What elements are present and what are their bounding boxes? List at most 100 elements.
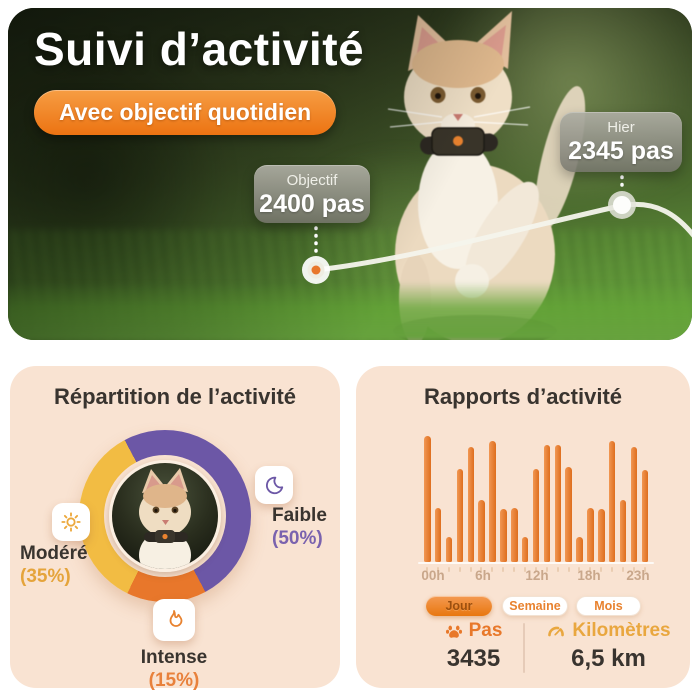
axis-tick bbox=[513, 567, 516, 572]
tab-jour[interactable]: Jour bbox=[426, 596, 492, 616]
axis-tick bbox=[643, 567, 646, 572]
tab-mois[interactable]: Mois bbox=[576, 596, 641, 616]
activity-bar bbox=[434, 508, 442, 562]
activity-bar bbox=[445, 537, 453, 562]
activity-bar bbox=[500, 509, 507, 562]
axis-tick bbox=[491, 567, 494, 572]
intense-pct: (15%) bbox=[148, 670, 200, 691]
axis-tick bbox=[600, 567, 603, 572]
x-axis-tick-label: 00h bbox=[421, 568, 445, 583]
kilometers-value: 6,5 km bbox=[571, 645, 646, 672]
axis-tick bbox=[556, 567, 559, 572]
x-axis-tick-label: 6h bbox=[475, 568, 491, 583]
intense-activity-chip bbox=[153, 599, 195, 641]
period-tabs: Jour Semaine Mois bbox=[356, 596, 690, 618]
axis-tick bbox=[622, 567, 625, 572]
intense-name: Intense bbox=[140, 647, 208, 668]
tab-semaine[interactable]: Semaine bbox=[502, 596, 568, 616]
axis-tick bbox=[567, 567, 570, 572]
activity-bar bbox=[489, 441, 496, 562]
steps-value: 3435 bbox=[446, 645, 501, 672]
yesterday-callout-label: Hier bbox=[607, 119, 635, 136]
x-axis-tick-label: 23h bbox=[626, 568, 650, 583]
flame-icon bbox=[169, 610, 183, 627]
x-axis-tick-label: 18h bbox=[577, 568, 601, 583]
progress-curve bbox=[313, 202, 692, 273]
axis-tick bbox=[578, 567, 581, 572]
donut-hole bbox=[104, 455, 226, 577]
low-activity-chip bbox=[255, 466, 293, 504]
goal-point-marker bbox=[302, 256, 330, 284]
steps-stat: Pas 3435 bbox=[396, 620, 551, 673]
activity-bar bbox=[641, 470, 648, 562]
activity-bar bbox=[587, 508, 594, 562]
axis-tick bbox=[502, 567, 505, 572]
x-axis-tick-label: 12h bbox=[525, 568, 549, 583]
axis-tick bbox=[589, 567, 592, 572]
stats-row: Pas 3435 Kilomètres 6,5 km bbox=[356, 620, 690, 678]
bar-series bbox=[424, 436, 648, 562]
reports-title: Rapports d’activité bbox=[423, 384, 623, 409]
moderate-name: Modéré bbox=[20, 543, 88, 564]
activity-donut-chart bbox=[79, 430, 251, 602]
reports-card: Rapports d’activité 00h 6h 12h 18h 23h Jour … bbox=[356, 366, 690, 688]
yesterday-callout-value: 2345 pas bbox=[568, 137, 674, 165]
yesterday-callout: Hier 2345 pas bbox=[560, 112, 682, 172]
axis-tick bbox=[611, 567, 614, 572]
cat-portrait-photo bbox=[109, 460, 221, 572]
axis-tick bbox=[545, 567, 548, 572]
x-axis-labels: 00h 6h 12h 18h 23h bbox=[421, 568, 650, 584]
intense-segment-label: Intense (15%) bbox=[124, 646, 224, 692]
steps-curve-overlay bbox=[302, 175, 692, 284]
activity-bar bbox=[467, 447, 474, 562]
kilometers-stat: Kilomètres 6,5 km bbox=[531, 620, 686, 673]
activity-bar bbox=[511, 508, 518, 562]
low-name: Faible bbox=[272, 505, 327, 526]
stats-divider bbox=[523, 623, 525, 673]
page-title: Suivi d’activité bbox=[34, 23, 365, 75]
goal-callout: Objectif 2400 pas bbox=[254, 165, 370, 223]
low-pct: (50%) bbox=[272, 528, 323, 549]
activity-bar bbox=[532, 469, 540, 562]
moderate-pct: (35%) bbox=[20, 566, 71, 587]
hero-photo-card: Suivi d’activité Avec objectif quotidien… bbox=[8, 8, 692, 340]
activity-bar bbox=[565, 467, 572, 562]
activity-split-title: Répartition de l’activité bbox=[53, 384, 297, 409]
axis-tick bbox=[632, 567, 635, 572]
activity-bar bbox=[598, 509, 605, 562]
x-axis-ticks bbox=[426, 567, 646, 572]
sun-icon bbox=[61, 512, 81, 532]
axis-tick bbox=[436, 567, 439, 572]
paw-icon bbox=[445, 625, 462, 638]
steps-label: Pas bbox=[468, 620, 503, 641]
axis-tick bbox=[534, 567, 537, 572]
moon-icon bbox=[265, 476, 284, 495]
low-segment-label: Faible (50%) bbox=[272, 504, 327, 550]
daily-goal-badge: Avec objectif quotidien bbox=[34, 90, 337, 135]
activity-bar bbox=[619, 500, 627, 562]
activity-bar bbox=[554, 445, 561, 562]
kilometers-label: Kilomètres bbox=[572, 620, 671, 641]
activity-bar bbox=[608, 441, 616, 562]
x-axis-line bbox=[418, 562, 654, 564]
yesterday-point-marker bbox=[608, 191, 636, 219]
moderate-segment-label: Modéré (35%) bbox=[20, 542, 88, 588]
activity-split-card: Répartition de l’activité bbox=[10, 366, 340, 691]
activity-bar bbox=[521, 537, 529, 562]
axis-tick bbox=[524, 567, 527, 572]
moderate-activity-chip bbox=[52, 503, 90, 541]
gauge-icon bbox=[548, 626, 565, 637]
goal-callout-label: Objectif bbox=[286, 172, 338, 189]
axis-tick bbox=[458, 567, 461, 572]
activity-bar bbox=[630, 447, 638, 562]
axis-tick bbox=[447, 567, 450, 572]
activity-bar bbox=[456, 469, 464, 562]
activity-bar bbox=[576, 537, 583, 562]
activity-bar bbox=[478, 500, 485, 562]
activity-bar bbox=[424, 436, 431, 562]
axis-tick bbox=[469, 567, 472, 572]
goal-callout-value: 2400 pas bbox=[259, 190, 365, 218]
axis-tick bbox=[426, 567, 428, 572]
activity-bar-chart: 00h 6h 12h 18h 23h bbox=[418, 434, 654, 583]
